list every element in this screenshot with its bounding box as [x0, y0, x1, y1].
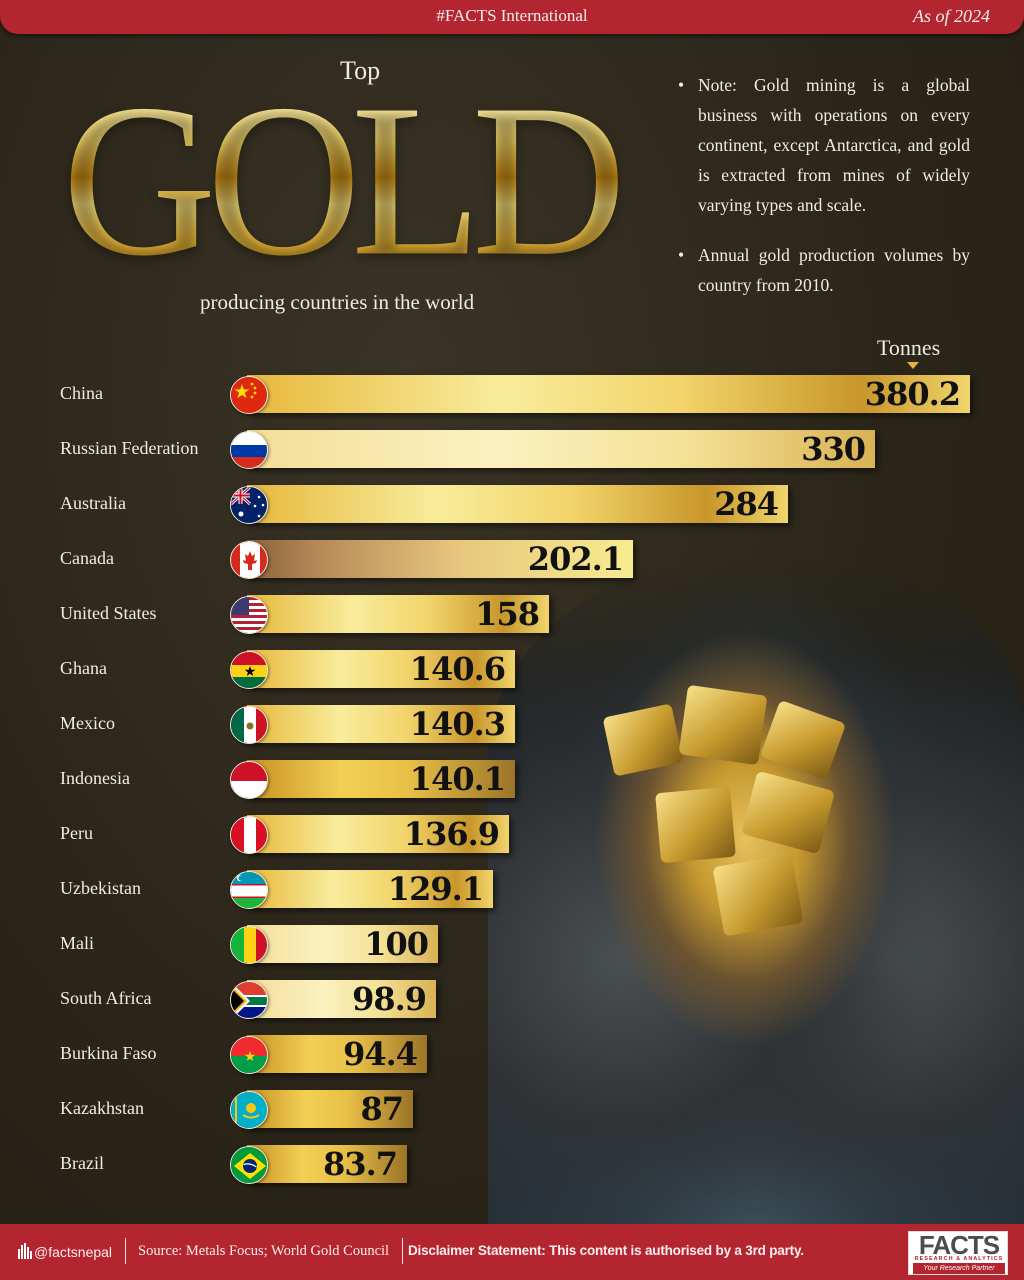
bar-value: 136.9	[403, 815, 500, 853]
mali-flag-icon	[230, 926, 268, 964]
chart-row: Kazakhstan 87	[0, 1089, 1024, 1129]
chart-row: Mali 100	[0, 924, 1024, 964]
bar-value: 87	[360, 1090, 404, 1128]
burkina-faso-flag-icon	[230, 1036, 268, 1074]
canada-flag-icon	[230, 541, 268, 579]
logo-subtitle: RESEARCH & ANALYTICS	[914, 1256, 1004, 1262]
footer-banner: @factsnepal Source: Metals Focus; World …	[0, 1224, 1024, 1280]
country-label: Burkina Faso	[60, 1043, 157, 1063]
country-label: Kazakhstan	[60, 1098, 144, 1118]
chart-bars-icon	[18, 1243, 32, 1262]
source-text: Source: Metals Focus; World Gold Council	[138, 1243, 390, 1259]
country-label: Canada	[60, 548, 114, 568]
brazil-flag-icon	[230, 1146, 268, 1184]
bar: 129.1	[247, 870, 493, 908]
chart-row: China 380.2	[0, 374, 1024, 414]
bar-value: 140.6	[409, 650, 506, 688]
bar: 140.6	[247, 650, 515, 688]
mexico-flag-icon	[230, 706, 268, 744]
logo-word: FACTS	[918, 1230, 1000, 1260]
bar-value: 284	[714, 485, 779, 523]
country-label: Indonesia	[60, 768, 130, 788]
country-label: Mexico	[60, 713, 115, 733]
note-item: Annual gold production volumes by countr…	[676, 240, 970, 300]
chart-row: Uzbekistan 129.1	[0, 869, 1024, 909]
bar: 100	[247, 925, 438, 963]
notes-list: Note: Gold mining is a global business w…	[676, 70, 970, 320]
bar-value: 129.1	[387, 870, 484, 908]
handle-text: @factsnepal	[34, 1244, 113, 1260]
bar: 136.9	[247, 815, 509, 853]
chart-row: Russian Federation 330	[0, 429, 1024, 469]
bar-value: 98.9	[352, 980, 427, 1018]
country-label: South Africa	[60, 988, 152, 1008]
country-label: China	[60, 383, 103, 403]
bar-value: 83.7	[323, 1145, 398, 1183]
facts-logo: FACTS RESEARCH & ANALYTICS Your Research…	[908, 1230, 1008, 1275]
chart-row: Australia 284	[0, 484, 1024, 524]
ghana-flag-icon	[230, 651, 268, 689]
title-gold: GOLD	[62, 71, 666, 289]
china-flag-icon	[230, 376, 268, 414]
chart-row: United States 158	[0, 594, 1024, 634]
bar-value: 140.1	[409, 760, 506, 798]
bar: 140.3	[247, 705, 515, 743]
bar: 380.2	[247, 375, 970, 413]
note-item: Note: Gold mining is a global business w…	[676, 70, 970, 220]
title-subtitle: producing countries in the world	[200, 290, 475, 314]
chart-row: South Africa 98.9	[0, 979, 1024, 1019]
bar-value: 202.1	[527, 540, 624, 578]
gold-nuggets-hands-photo	[488, 560, 1024, 1224]
bar: 83.7	[247, 1145, 407, 1183]
bar-value: 140.3	[409, 705, 506, 743]
bar-value: 158	[475, 595, 540, 633]
bar: 202.1	[247, 540, 633, 578]
country-label: Peru	[60, 823, 93, 843]
brand-title: #FACTS International	[436, 6, 588, 25]
bar-value: 94.4	[343, 1035, 418, 1073]
country-label: Australia	[60, 493, 126, 513]
chart-row: Mexico 140.3	[0, 704, 1024, 744]
kazakhstan-flag-icon	[230, 1091, 268, 1129]
bar: 330	[247, 430, 875, 468]
chart-row: Peru 136.9	[0, 814, 1024, 854]
chart-row: Brazil 83.7	[0, 1144, 1024, 1184]
russia-flag-icon	[230, 431, 268, 469]
title-top: Top	[340, 56, 381, 85]
chart-row: Burkina Faso 94.4	[0, 1034, 1024, 1074]
indonesia-flag-icon	[230, 761, 268, 799]
country-label: Mali	[60, 933, 94, 953]
usa-flag-icon	[230, 596, 268, 634]
country-label: Uzbekistan	[60, 878, 141, 898]
unit-arrow-icon	[907, 362, 919, 369]
country-label: Brazil	[60, 1153, 104, 1173]
country-label: United States	[60, 603, 157, 623]
bar-value: 380.2	[864, 375, 961, 413]
bar: 87	[247, 1090, 413, 1128]
bar-value: 330	[801, 430, 866, 468]
divider	[125, 1238, 126, 1264]
bar: 140.1	[247, 760, 515, 798]
south-africa-flag-icon	[230, 981, 268, 1019]
chart-row: Canada 202.1	[0, 539, 1024, 579]
top-banner: #FACTS International As of 2024	[0, 0, 1024, 34]
disclaimer-text: Disclaimer Statement: This content is au…	[408, 1243, 804, 1258]
social-handle[interactable]: @factsnepal	[18, 1243, 112, 1262]
bar-value: 100	[364, 925, 429, 963]
chart-row: Indonesia 140.1	[0, 759, 1024, 799]
bar: 98.9	[247, 980, 436, 1018]
country-label: Russian Federation	[60, 438, 199, 458]
australia-flag-icon	[230, 486, 268, 524]
peru-flag-icon	[230, 816, 268, 854]
uzbekistan-flag-icon	[230, 871, 268, 909]
date-label: As of 2024	[912, 6, 990, 26]
divider	[402, 1238, 403, 1264]
bar: 284	[247, 485, 788, 523]
logo-tagline: Your Research Partner	[913, 1263, 1005, 1274]
bar: 158	[247, 595, 549, 633]
chart-row: Ghana 140.6	[0, 649, 1024, 689]
unit-label: Tonnes	[877, 335, 941, 360]
country-label: Ghana	[60, 658, 107, 678]
bar: 94.4	[247, 1035, 427, 1073]
